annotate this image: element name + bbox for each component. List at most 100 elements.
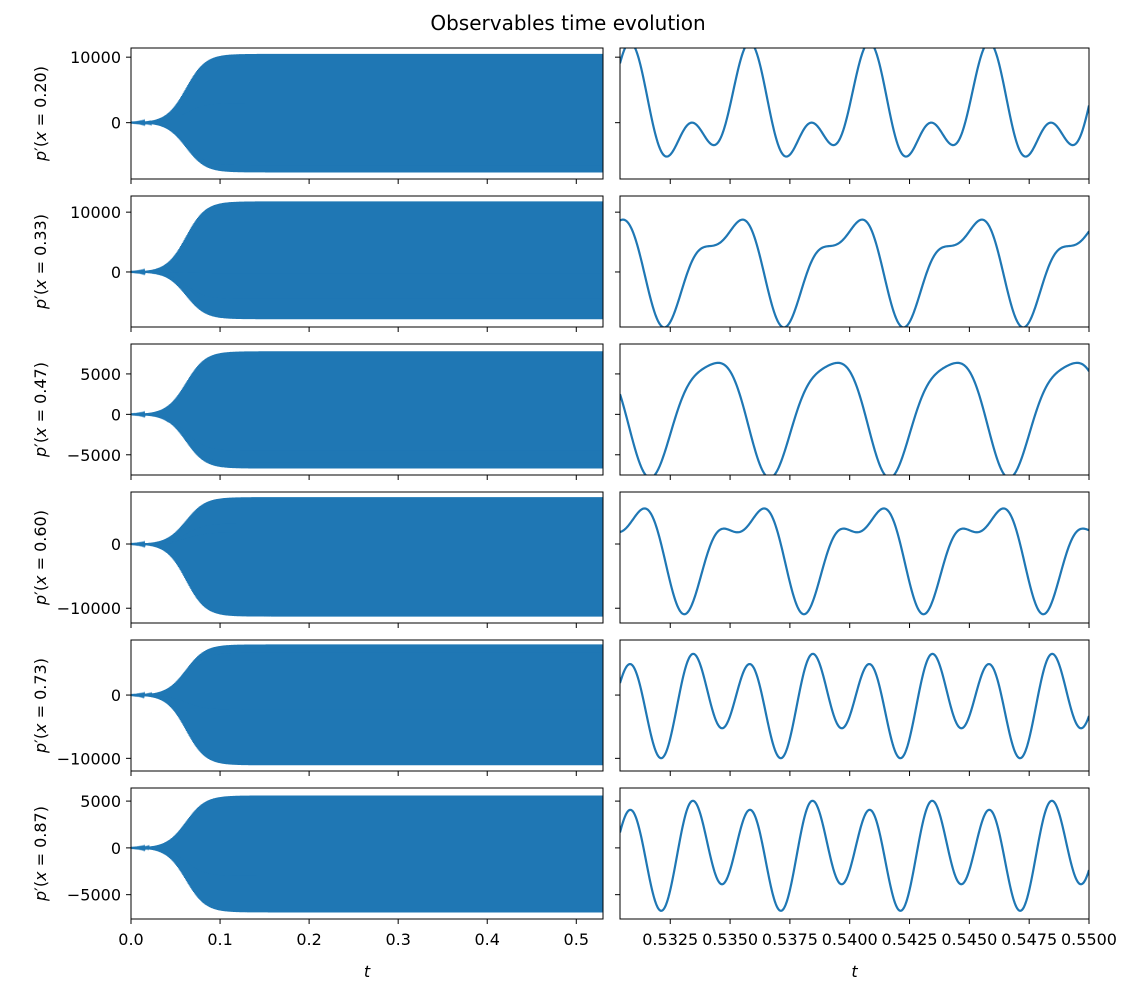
- y-tick-label: 0: [111, 839, 121, 858]
- y-axis-label-part: x: [31, 575, 50, 586]
- axes-frame: [130, 47, 604, 180]
- axes-frame: [130, 195, 604, 328]
- x-tick-label: 0.5450: [941, 930, 997, 949]
- y-axis-label: p′(x = 0.20): [31, 66, 50, 162]
- figure-title: Observables time evolution: [430, 11, 705, 35]
- y-axis-label-part: ′(: [31, 733, 50, 743]
- panel-full-row-3: −5000 0 5000 p′(x = 0.47): [31, 343, 604, 480]
- y-tick-label: 10000: [70, 48, 121, 67]
- x-tick-label: 0.5350: [702, 930, 758, 949]
- y-axis-label-part: ′(: [31, 881, 50, 891]
- x-tick-label: 0.4: [474, 930, 499, 949]
- y-axis-label-part: = 0.33): [31, 214, 50, 279]
- x-tick-label: 0.3: [385, 930, 410, 949]
- series-line: [131, 497, 603, 617]
- x-axis-label: t: [364, 962, 371, 981]
- y-axis-label-part: = 0.73): [31, 658, 50, 723]
- panel-full-row-4: −10000 0 p′(x = 0.60): [31, 491, 604, 628]
- y-axis-label-part: x: [31, 871, 50, 882]
- y-tick-label: 0: [111, 405, 121, 424]
- panel-zoom-row-6: 0.5325 0.5350 0.5375 0.5400 0.5425 0.5450 0.54…: [615, 787, 1117, 981]
- axes-frame: [130, 639, 604, 772]
- series-line-inner: [131, 652, 603, 710]
- panel-zoom-row-5: [615, 639, 1090, 776]
- axes-frame: [130, 343, 604, 476]
- y-axis-label-part: x: [31, 131, 50, 142]
- y-tick-label: −5000: [67, 446, 121, 465]
- series-line: [620, 652, 1089, 760]
- y-axis-label-part: p: [31, 151, 50, 162]
- y-axis-label: p′(x = 0.87): [31, 806, 50, 902]
- y-axis-label-part: = 0.87): [31, 806, 50, 871]
- series-line: [620, 799, 1089, 912]
- y-axis-label-part: p: [31, 743, 50, 754]
- series-line-inner: [131, 523, 603, 545]
- panel-zoom-row-2: [615, 195, 1090, 332]
- y-tick-label: −5000: [67, 886, 121, 905]
- y-axis-label-part: = 0.60): [31, 510, 50, 575]
- series-line: [620, 361, 1089, 475]
- panel-full-row-5: −10000 0 p′(x = 0.73): [31, 639, 604, 776]
- y-tick-label: 0: [111, 535, 121, 554]
- panel-zoom-row-1: [615, 47, 1090, 184]
- series-line-inner: [131, 797, 603, 876]
- series-line-inner: [131, 413, 603, 463]
- y-axis-label-part: = 0.20): [31, 66, 50, 131]
- y-axis-label: p′(x = 0.73): [31, 658, 50, 754]
- x-tick-label: 0.0: [118, 930, 143, 949]
- axes-frame: [619, 47, 1090, 180]
- series-line-inner: [131, 269, 603, 299]
- axes-frame: [619, 195, 1090, 328]
- y-tick-label: 10000: [70, 203, 121, 222]
- axes-frame: [619, 491, 1090, 624]
- x-tick-label: 0.5: [564, 930, 589, 949]
- series-line: [620, 218, 1089, 327]
- series-line: [131, 351, 603, 469]
- axes-frame: [130, 491, 604, 624]
- y-axis-label-part: = 0.47): [31, 362, 50, 427]
- y-axis-label-part: p: [31, 891, 50, 902]
- x-axis-label: t: [851, 962, 858, 981]
- y-tick-label: 0: [111, 263, 121, 282]
- y-tick-label: 0: [111, 114, 121, 133]
- y-tick-label: 5000: [80, 365, 121, 384]
- x-tick-label: 0.1: [207, 930, 232, 949]
- axes-frame: [619, 343, 1090, 476]
- y-axis-label-part: ′(: [31, 141, 50, 151]
- x-tick-label: 0.5325: [642, 930, 698, 949]
- x-tick-label: 0.5400: [822, 930, 878, 949]
- series-line-inner: [131, 103, 603, 166]
- panel-zoom-row-3: [615, 343, 1090, 480]
- y-axis-label: p′(x = 0.47): [31, 362, 50, 458]
- series-line: [620, 507, 1089, 616]
- y-axis-label: p′(x = 0.60): [31, 510, 50, 606]
- x-tick-label: 0.5475: [1001, 930, 1057, 949]
- y-axis-label-part: ′(: [31, 289, 50, 299]
- y-tick-label: −10000: [57, 749, 121, 768]
- y-axis-label-part: ′(: [31, 437, 50, 447]
- y-axis-label-part: x: [31, 723, 50, 734]
- y-axis-label-part: p: [31, 595, 50, 606]
- y-tick-label: 0: [111, 686, 121, 705]
- panel-full-row-2: 0 10000 p′(x = 0.33): [31, 195, 604, 332]
- axes-frame: [619, 639, 1090, 772]
- panel-full-row-6: −5000 0 5000 0.0 0.1 0.2 0.3 0.4 0.5 t p′(x = 0.87…: [31, 787, 604, 981]
- y-axis-label-part: ′(: [31, 585, 50, 595]
- series-line: [131, 644, 603, 766]
- y-axis-label-part: p: [31, 447, 50, 458]
- series-line: [620, 48, 1089, 158]
- series-line: [131, 201, 603, 320]
- x-tick-label: 0.5375: [762, 930, 818, 949]
- x-tick-label: 0.5425: [882, 930, 938, 949]
- axes-frame: [619, 787, 1090, 920]
- y-axis-label-part: x: [31, 427, 50, 438]
- y-tick-label: 5000: [80, 792, 121, 811]
- y-axis-label-part: p: [31, 299, 50, 310]
- y-tick-label: −10000: [57, 599, 121, 618]
- panel-zoom-row-4: [615, 491, 1090, 628]
- x-tick-label: 0.5500: [1061, 930, 1117, 949]
- axes-frame: [130, 787, 604, 920]
- x-tick-label: 0.2: [296, 930, 321, 949]
